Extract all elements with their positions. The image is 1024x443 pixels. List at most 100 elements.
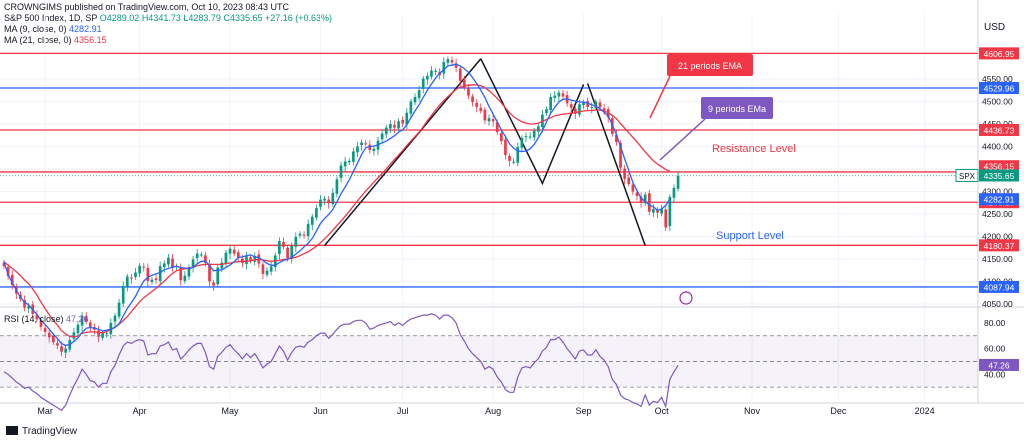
candle [171, 258, 174, 268]
month-label-9: Dec [830, 406, 847, 416]
ma9-label: MA (9, close, 0) [4, 24, 67, 34]
candle [253, 255, 257, 262]
candle [2, 262, 6, 267]
candle [631, 184, 635, 192]
candle [265, 270, 269, 275]
candle [380, 133, 384, 140]
candle [409, 101, 413, 114]
candle [306, 223, 310, 237]
candle [504, 139, 507, 156]
candle [298, 233, 302, 236]
candle [39, 320, 43, 327]
candle [113, 315, 117, 322]
ma21-line [3, 84, 671, 338]
candle [405, 112, 409, 125]
candle [88, 322, 92, 329]
candle [495, 122, 499, 133]
candle [105, 333, 109, 335]
candle [516, 146, 520, 163]
rsi-legend-value: 47.26 [66, 314, 89, 324]
rsi-value-tag: 47.26 [988, 360, 1010, 370]
candle [138, 265, 141, 274]
horizontal-levels [0, 52, 978, 288]
ema9-pointer [659, 118, 706, 161]
ohlc-low: L4283.79 [183, 13, 221, 23]
candle [545, 109, 548, 114]
axes: 4050.004100.004150.004200.004250.004300.… [37, 47, 1019, 416]
candle [520, 137, 524, 148]
candle [417, 90, 421, 98]
candle [47, 332, 51, 338]
candle [64, 348, 67, 353]
candle [278, 241, 281, 255]
candle [60, 346, 63, 352]
ema21-pointer [649, 75, 671, 119]
candle [582, 102, 585, 106]
candle [463, 79, 466, 88]
rsi-tick-0: 40.00 [984, 369, 1006, 379]
candle [249, 257, 252, 261]
candle [236, 252, 240, 258]
candle [150, 279, 154, 282]
candle [302, 234, 306, 236]
candle [208, 263, 211, 282]
candle [130, 277, 133, 279]
candle [471, 96, 474, 102]
rsi-tick-2: 80.00 [984, 318, 1006, 328]
candle [245, 256, 248, 264]
currency-label: USD [984, 22, 1006, 33]
candle [639, 196, 643, 203]
candle [643, 194, 647, 204]
candle [512, 161, 515, 163]
candle [352, 151, 355, 162]
price-tag-0: 4356.15 [984, 162, 1015, 172]
tradingview-brand[interactable]: TradingView [6, 426, 77, 437]
candle [335, 179, 339, 194]
candle [499, 133, 503, 142]
ma21-legend[interactable]: MA (21, close, 0) 4356.15 [4, 35, 107, 45]
candle [532, 130, 536, 138]
level-tag-2: 4436.73 [984, 125, 1015, 135]
level-tag-2-bg [979, 123, 1019, 136]
support-label: Support Level [716, 230, 784, 242]
symbol-name: S&P 500 Index, 1D, SP [4, 13, 98, 23]
candle [134, 272, 137, 277]
level-tag-0: 4606.95 [984, 49, 1015, 59]
candle [125, 276, 129, 287]
candle [397, 121, 400, 129]
candle [199, 254, 203, 256]
candle [549, 97, 552, 111]
candle [553, 95, 557, 98]
candle [35, 314, 39, 320]
ema21-label: 21 periods EMA [678, 61, 742, 71]
candle [413, 97, 417, 103]
ohlc-change: +27.16 (+0.63%) [265, 13, 333, 23]
candle [594, 101, 598, 108]
candle [360, 142, 363, 146]
level-tag-5-bg [979, 239, 1019, 252]
candle [454, 63, 458, 68]
candle [430, 70, 433, 77]
candle [216, 267, 220, 285]
candle [319, 199, 322, 207]
candle [524, 136, 528, 138]
candle [668, 196, 672, 227]
candle [294, 236, 298, 247]
candle [389, 124, 392, 129]
candle [446, 59, 450, 63]
candle [619, 142, 622, 168]
candle [590, 106, 594, 108]
level-tag-6-bg [979, 280, 1019, 293]
price-tag-2: 4282.91 [984, 195, 1015, 205]
candle [372, 148, 376, 151]
candle [23, 299, 26, 308]
price-tag-1: 4335.65 [984, 171, 1015, 181]
price-tick-3: 4200.00 [982, 232, 1013, 242]
candle [191, 259, 195, 268]
annotations: 21 periods EMA 9 periods EMa Resistance Le… [649, 54, 796, 305]
candle [483, 109, 487, 121]
price-tick-7: 4400.00 [982, 142, 1013, 152]
candle [84, 316, 88, 322]
ma9-legend[interactable]: MA (9, close, 0) 4282.91 [4, 24, 102, 34]
